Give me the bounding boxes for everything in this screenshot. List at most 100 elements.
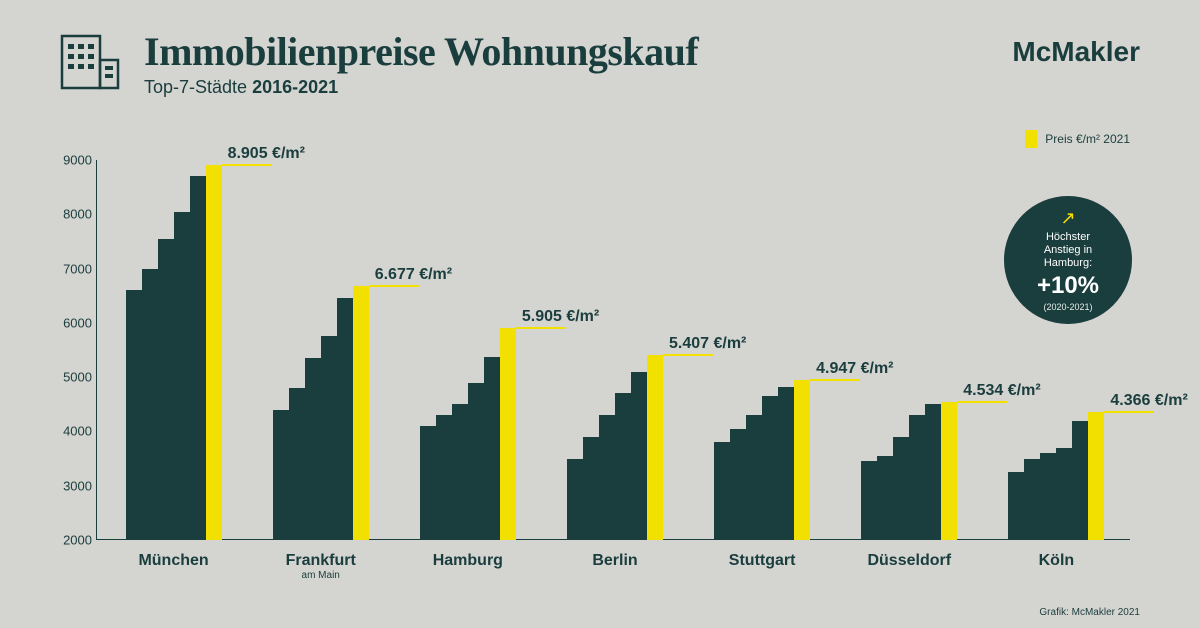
bar [893, 437, 909, 540]
bar [567, 459, 583, 540]
value-connector [516, 327, 566, 329]
chart-area: 20003000400050006000700080009000 8.905 €… [100, 160, 1130, 540]
bar-group: 8.905 €/m² [126, 165, 222, 540]
bar [714, 442, 730, 540]
x-label: Hamburg [408, 552, 528, 581]
badge-line1: Höchster [1046, 231, 1090, 244]
legend-swatch [1025, 130, 1037, 148]
page-title: Immobilienpreise Wohnungskauf [144, 28, 1012, 75]
page-subtitle: Top-7-Städte 2016-2021 [144, 77, 1012, 98]
y-tick: 7000 [63, 261, 92, 276]
x-label: München [114, 552, 234, 581]
y-tick: 3000 [63, 478, 92, 493]
bar-group: 5.905 €/m² [420, 328, 516, 540]
bar [420, 426, 436, 540]
y-tick: 2000 [63, 533, 92, 548]
x-label: Berlin [555, 552, 675, 581]
bar [730, 429, 746, 540]
subtitle-prefix: Top-7-Städte [144, 77, 252, 97]
value-label: 5.905 €/m² [522, 308, 599, 326]
value-connector [1104, 411, 1154, 413]
bar [126, 290, 142, 540]
badge-line2: Anstieg in [1044, 244, 1092, 257]
bar-accent [500, 328, 516, 540]
bar [468, 383, 484, 540]
x-label: Düsseldorf [849, 552, 969, 581]
bar [631, 372, 647, 540]
x-label: Frankfurtam Main [261, 552, 381, 581]
bar [158, 239, 174, 540]
x-axis-labels: München Frankfurtam Main Hamburg Berlin Stut… [100, 552, 1130, 581]
bar [289, 388, 305, 540]
bar-group: 4.366 €/m² [1008, 412, 1104, 540]
subtitle-years: 2016-2021 [252, 77, 338, 97]
x-sublabel: am Main [261, 570, 381, 581]
bar-accent [794, 380, 810, 540]
bar-group: 4.534 €/m² [861, 402, 957, 540]
value-label: 4.947 €/m² [816, 360, 893, 378]
bar-group: 6.677 €/m² [273, 286, 369, 540]
bar-accent [353, 286, 369, 540]
bar [1024, 459, 1040, 540]
bar-accent [206, 165, 222, 540]
bar [436, 415, 452, 540]
bar-accent [647, 355, 663, 540]
value-connector [810, 379, 860, 381]
bar [484, 357, 500, 540]
bar-groups: 8.905 €/m² 6.677 €/m² 5.905 €/m² 5.407 €/m²… [100, 160, 1130, 540]
bar [337, 298, 353, 540]
value-label: 5.407 €/m² [669, 335, 746, 353]
legend-label: Preis €/m² 2021 [1045, 132, 1130, 146]
bar [1056, 448, 1072, 540]
bar [861, 461, 877, 540]
value-connector [957, 401, 1007, 403]
bar-accent [941, 402, 957, 540]
bar [778, 387, 794, 540]
bar [909, 415, 925, 540]
bar [321, 336, 337, 540]
bar [599, 415, 615, 540]
bar [1040, 453, 1056, 540]
value-label: 4.534 €/m² [963, 382, 1040, 400]
bar [615, 393, 631, 540]
legend: Preis €/m² 2021 [1025, 130, 1130, 148]
bar [190, 176, 206, 540]
arrow-up-icon: ↗ [1060, 208, 1075, 229]
y-tick: 8000 [63, 207, 92, 222]
bar [762, 396, 778, 540]
bar [305, 358, 321, 540]
bar [746, 415, 762, 540]
bar [452, 404, 468, 540]
value-label: 8.905 €/m² [228, 145, 305, 163]
badge-range: (2020-2021) [1043, 302, 1092, 312]
bar [925, 404, 941, 540]
bar [1072, 421, 1088, 540]
bar [273, 410, 289, 540]
bar-group: 4.947 €/m² [714, 380, 810, 540]
bar-accent [1088, 412, 1104, 540]
value-connector [222, 164, 272, 166]
value-label: 6.677 €/m² [375, 266, 452, 284]
header: Immobilienpreise Wohnungskauf Top-7-Städ… [60, 28, 1140, 98]
x-label: Stuttgart [702, 552, 822, 581]
brand-logo: McMakler [1012, 36, 1140, 68]
bar [877, 456, 893, 540]
y-tick: 4000 [63, 424, 92, 439]
y-axis: 20003000400050006000700080009000 [50, 160, 100, 540]
x-label: Köln [996, 552, 1116, 581]
badge-percent: +10% [1037, 272, 1099, 300]
title-block: Immobilienpreise Wohnungskauf Top-7-Städ… [144, 28, 1012, 98]
credit-line: Grafik: McMakler 2021 [1039, 607, 1140, 618]
value-connector [663, 354, 713, 356]
badge-line3: Hamburg: [1044, 257, 1092, 270]
y-tick: 9000 [63, 153, 92, 168]
y-tick: 5000 [63, 370, 92, 385]
bar [583, 437, 599, 540]
highlight-badge: ↗ Höchster Anstieg in Hamburg: +10% (202… [1004, 196, 1132, 324]
value-label: 4.366 €/m² [1110, 392, 1187, 410]
y-tick: 6000 [63, 315, 92, 330]
bar-group: 5.407 €/m² [567, 355, 663, 540]
bar [142, 269, 158, 540]
bar [174, 212, 190, 540]
bar [1008, 472, 1024, 540]
